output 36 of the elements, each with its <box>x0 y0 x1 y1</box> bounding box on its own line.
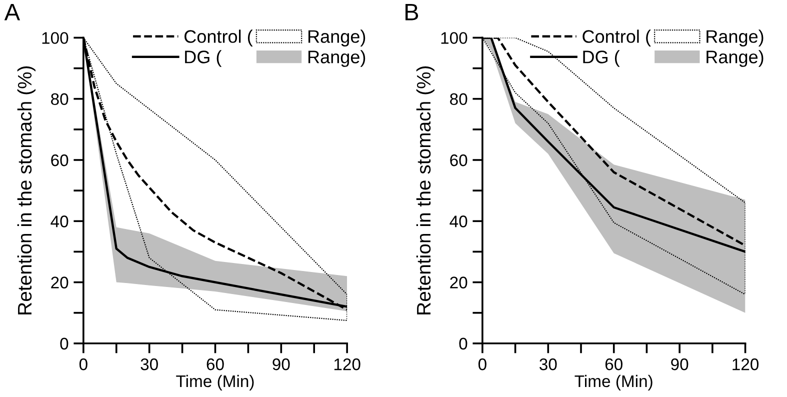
legend-label: DG ( <box>185 50 222 67</box>
x-tick-label: 60 <box>206 358 224 370</box>
annotation: Range) <box>308 50 366 67</box>
legend-label: Control ( <box>582 30 651 46</box>
y-tick-label: 80 <box>450 93 468 106</box>
y-axis-title: Retention in the stomach (%) <box>17 66 36 314</box>
y-tick-label: 80 <box>51 93 68 106</box>
x-tick-label: 90 <box>272 358 290 370</box>
y-tick-label: 40 <box>50 216 68 228</box>
x-tick-label: 0 <box>478 358 486 370</box>
y-axis-title: Retention in the stomach (%) <box>416 66 434 314</box>
x-tick-label: 60 <box>605 358 622 370</box>
x-tick-label: 120 <box>334 358 360 370</box>
legend-label: Range) <box>706 30 764 46</box>
x-tick-label: 30 <box>540 358 557 370</box>
y-tick-label: 20 <box>450 276 468 288</box>
y-tick-label: 100 <box>42 32 68 44</box>
y-tick-label: 0 <box>459 338 468 350</box>
y-tick-label: 60 <box>51 154 68 166</box>
y-tick-label: 20 <box>51 276 68 288</box>
legend-label: DG ( <box>583 50 620 67</box>
x-tick-label: 90 <box>671 358 688 370</box>
x-tick-label: 30 <box>140 358 158 370</box>
y-tick-label: 0 <box>60 338 68 350</box>
x-axis-title: Time (Min) <box>176 374 254 390</box>
x-tick-label: 0 <box>79 358 88 370</box>
legend-label: Range) <box>308 30 366 46</box>
legend-label: Control ( <box>184 30 253 46</box>
y-tick-label: 40 <box>450 216 468 228</box>
annotation: Range) <box>706 50 764 67</box>
x-tick-label: 120 <box>732 358 759 370</box>
x-axis-title: Time (Min) <box>574 374 652 390</box>
chart-title: A <box>4 4 20 20</box>
y-tick-label: 100 <box>441 32 468 44</box>
chart-title: B <box>406 4 418 20</box>
y-tick-label: 60 <box>450 154 468 166</box>
